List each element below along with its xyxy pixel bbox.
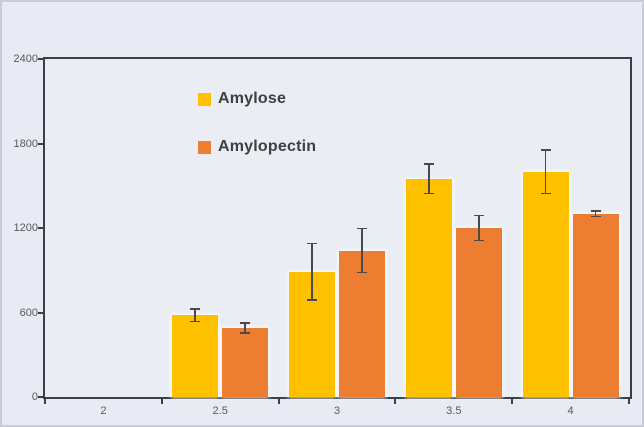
y-tick-label: 2400 (13, 53, 38, 65)
legend-label-amylopectin: Amylopectin (218, 138, 317, 155)
x-axis-tick (277, 399, 280, 404)
error-bar-line (311, 243, 313, 300)
error-bar-cap-top (590, 210, 601, 212)
error-bar-line (428, 163, 430, 194)
error-bar-cap-bottom (473, 239, 484, 242)
error-bar-cap-bottom (590, 215, 601, 218)
x-axis-tick (160, 399, 163, 404)
y-tick-label: 0 (31, 391, 38, 403)
legend: Amylose Amylopectin (198, 90, 316, 186)
x-axis-tick (628, 399, 630, 404)
y-axis-tick (38, 227, 43, 229)
x-tick-label: 3 (333, 405, 341, 417)
error-bar-cap-bottom (190, 320, 201, 323)
error-bar-line (478, 215, 480, 241)
error-bar-cap-bottom (240, 332, 251, 334)
y-tick-label: 1200 (13, 222, 38, 234)
x-axis-tick (394, 399, 397, 404)
error-bar-cap-top (240, 322, 251, 324)
error-bar-cap-bottom (307, 299, 317, 301)
bar-amylopectin-2.5 (222, 327, 269, 397)
y-axis-tick (38, 142, 43, 145)
legend-item-amylose: Amylose (198, 90, 316, 108)
x-tick-label: 2.5 (212, 405, 228, 417)
legend-item-amylopectin: Amylopectin (198, 138, 316, 156)
error-bar-cap-bottom (423, 192, 434, 195)
error-bar-line (544, 149, 547, 194)
error-bar-cap-bottom (540, 192, 551, 195)
error-bar-cap-top (307, 242, 317, 245)
x-axis-tick (511, 399, 514, 404)
error-bar-cap-top (190, 308, 201, 310)
bar-amylopectin-3.5 (455, 228, 502, 397)
bar-amylose-2.5 (172, 315, 219, 397)
x-tick-label: 2 (100, 405, 107, 417)
error-bar-cap-top (473, 214, 484, 217)
bar-amylose-4 (522, 171, 569, 397)
x-tick-label: 4 (567, 405, 574, 417)
legend-label-amylose: Amylose (218, 90, 287, 107)
error-bar-line (594, 211, 597, 217)
x-axis-tick (44, 399, 46, 404)
legend-swatch-amylopectin (198, 140, 211, 154)
y-tick-label: 600 (19, 306, 38, 319)
y-axis-tick (38, 311, 43, 314)
error-bar-cap-top (540, 149, 551, 151)
legend-swatch-amylose (198, 92, 211, 106)
bar-amylopectin-4 (572, 213, 619, 397)
x-tick-label: 3.5 (446, 405, 462, 417)
y-axis-tick (38, 396, 43, 398)
error-bar-cap-bottom (357, 271, 367, 274)
error-bar-line (194, 308, 196, 322)
bar-amylose-3.5 (405, 178, 452, 397)
y-tick-label: 1800 (13, 137, 38, 150)
bar-amylopectin-3 (339, 250, 385, 397)
error-bar-cap-top (357, 227, 367, 230)
error-bar-line (244, 323, 246, 333)
error-bar-line (361, 228, 363, 273)
error-bar-cap-top (423, 163, 434, 165)
y-axis-tick (38, 58, 43, 60)
